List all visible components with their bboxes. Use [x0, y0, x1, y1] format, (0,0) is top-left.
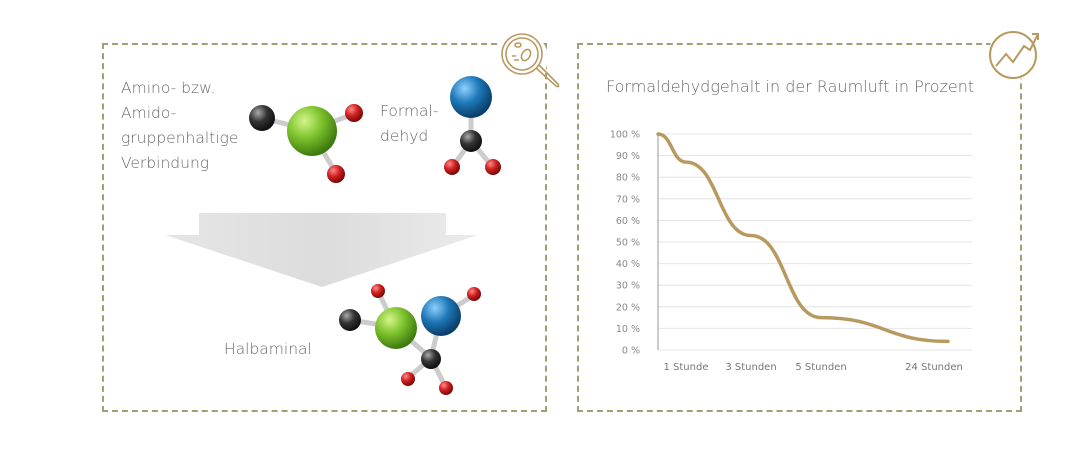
label-line: dehyd — [380, 127, 429, 145]
y-tick-label: 50 % — [616, 238, 640, 249]
y-tick-label: 40 % — [616, 259, 640, 270]
chart-panel — [577, 43, 1022, 412]
chart-title: Formaldehydgehalt in der Raumluft in Pro… — [606, 77, 975, 96]
y-tick-label: 10 % — [616, 324, 640, 335]
label-line: Formal- — [380, 102, 439, 120]
reactant-amine-label: Amino- bzw. Amido- gruppenhaltige Verbin… — [121, 76, 238, 176]
data-line — [656, 132, 950, 344]
x-tick-label: 1 Stunde — [664, 362, 709, 373]
x-tick-label: 5 Stunden — [795, 362, 846, 373]
formaldehyde-molecule — [444, 76, 501, 175]
y-tick-label: 80 % — [616, 173, 640, 184]
label-line: gruppenhaltige — [121, 129, 239, 147]
y-tick-label: 20 % — [616, 302, 640, 313]
product-label: Halbaminal — [224, 340, 312, 358]
reaction-panel — [102, 43, 547, 412]
reactant-formaldehyde-label: Formal- dehyd — [380, 99, 438, 149]
y-tick-label: 90 % — [616, 151, 640, 162]
trend-chart-icon — [989, 31, 1039, 79]
magnifier-bacteria-icon — [501, 33, 560, 88]
amine-molecule — [249, 104, 363, 183]
y-tick-label: 0 % — [622, 346, 640, 357]
y-tick-label: 100 % — [610, 130, 640, 141]
label-line: Verbindung — [121, 154, 210, 172]
label-line: Amido- — [121, 104, 177, 122]
label-line: Amino- bzw. — [121, 79, 216, 97]
down-arrow — [165, 213, 478, 287]
hemiaminal-molecule — [339, 284, 481, 395]
x-tick-label: 3 Stunden — [725, 362, 776, 373]
y-tick-label: 60 % — [616, 216, 640, 227]
y-tick-label: 30 % — [616, 281, 640, 292]
x-tick-label: 24 Stunden — [905, 362, 963, 373]
y-tick-label: 70 % — [616, 194, 640, 205]
